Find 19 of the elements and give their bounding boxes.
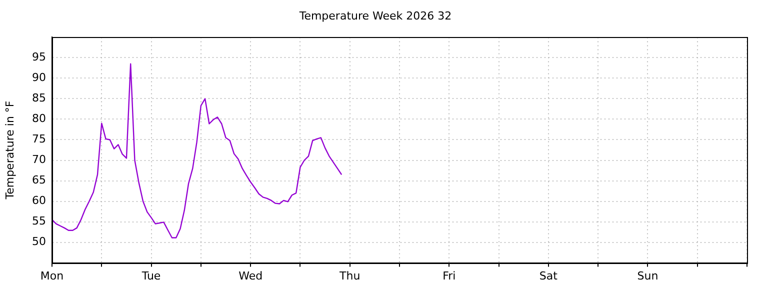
y-tick-label: 65 [32, 174, 46, 187]
x-tick-label: Fri [442, 269, 456, 282]
x-tick-label: Sun [637, 269, 658, 282]
y-tick-label: 50 [32, 235, 46, 248]
y-tick-label: 90 [32, 71, 46, 84]
y-tick-label: 85 [32, 92, 46, 105]
x-tick-label: Wed [238, 269, 263, 282]
y-tick-label: 75 [32, 132, 46, 146]
x-tick-label: Tue [140, 269, 161, 282]
y-axis-title: Temperature in °F [3, 100, 16, 200]
y-tick-label: 95 [32, 50, 46, 64]
chart-title: Temperature Week 2026 32 [298, 9, 452, 22]
y-tick-label: 70 [32, 153, 46, 166]
y-tick-label: 55 [32, 214, 46, 228]
x-tick-label: Mon [40, 269, 64, 282]
x-tick-label: Thu [338, 269, 360, 282]
x-tick-label: Sat [539, 269, 558, 282]
y-tick-label: 80 [32, 112, 46, 126]
y-tick-label: 60 [32, 194, 46, 208]
